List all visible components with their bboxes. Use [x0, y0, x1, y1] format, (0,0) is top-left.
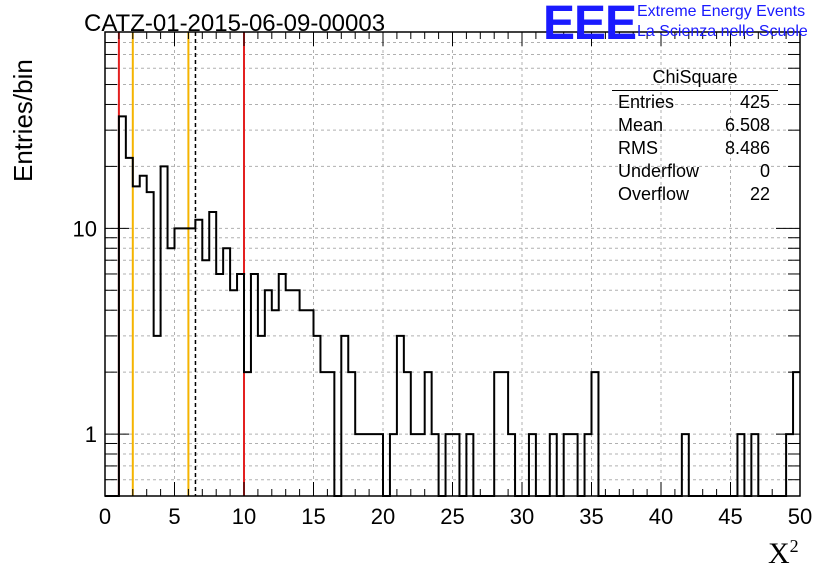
x-tick-label: 10 — [232, 504, 256, 529]
x-tick-label: 40 — [649, 504, 673, 529]
eee-logo-text: Extreme Energy Events La Scienza nelle S… — [637, 2, 808, 42]
y-tick-label: 10 — [73, 216, 97, 241]
x-tick-label: 20 — [371, 504, 395, 529]
histogram-bin — [265, 290, 272, 496]
x-axis-label-sup: 2 — [789, 536, 799, 556]
stats-value: 6.508 — [724, 115, 770, 135]
stats-value: 8.486 — [724, 138, 770, 158]
histogram-bin — [272, 310, 279, 496]
stats-label: RMS — [618, 138, 658, 158]
histogram-bin — [181, 228, 188, 496]
histogram-bin — [307, 310, 314, 496]
stats-row-underflow: Underflow 0 — [612, 160, 778, 183]
histogram-bin — [300, 310, 307, 496]
histogram-bin — [258, 336, 265, 496]
stats-row-entries: Entries 425 — [612, 91, 778, 114]
stats-label: Overflow — [618, 184, 690, 204]
tick-labels: 0 5 10 15 20 25 30 35 40 45 50 1 10 — [73, 216, 813, 529]
histogram-bin — [133, 186, 140, 496]
histogram-bin — [161, 166, 168, 496]
x-tick-label: 25 — [440, 504, 464, 529]
x-tick-label: 5 — [168, 504, 180, 529]
histogram-bin — [209, 212, 216, 496]
histogram-bin — [119, 116, 126, 496]
stats-row-rms: RMS 8.486 — [612, 137, 778, 160]
stats-value: 425 — [739, 92, 770, 112]
stats-label: Underflow — [618, 161, 700, 181]
histogram-bin — [341, 336, 348, 496]
axis-ticks — [104, 31, 801, 497]
x-tick-label: 0 — [99, 504, 111, 529]
x-axis-label: X2 — [768, 536, 799, 571]
y-tick-label: 1 — [85, 422, 97, 447]
chart-title: CATZ-01-2015-06-09-00003 — [84, 10, 386, 37]
histogram-bin — [154, 336, 161, 496]
stats-label: Mean — [618, 115, 664, 135]
histogram-bin — [293, 290, 300, 496]
histogram-bin — [286, 290, 293, 496]
x-axis-label-base: X — [768, 537, 790, 570]
logo-line-2: La Scienza nelle Scuole — [637, 23, 808, 40]
stats-row-mean: Mean 6.508 — [612, 114, 778, 137]
stats-value: 0 — [759, 161, 770, 181]
x-tick-label: 15 — [301, 504, 325, 529]
marker-lines — [117, 32, 245, 496]
histogram-bin — [279, 274, 286, 496]
histogram-bin — [175, 228, 182, 496]
histogram-bin — [195, 220, 202, 496]
stats-row-overflow: Overflow 22 — [612, 183, 778, 206]
x-tick-label: 50 — [788, 504, 812, 529]
histogram-bin — [126, 158, 133, 496]
stats-box: ChiSquare Entries 425 Mean 6.508 RMS 8.486 … — [612, 66, 778, 206]
x-tick-label: 30 — [510, 504, 534, 529]
histogram-bin — [314, 336, 321, 496]
histogram-bin — [188, 228, 195, 496]
y-axis-label: Entries/bin — [8, 59, 38, 182]
histogram-bin — [397, 336, 404, 496]
stats-value: 22 — [749, 184, 770, 204]
logo-line-1: Extreme Energy Events — [637, 3, 806, 20]
histogram-bin — [216, 274, 223, 496]
x-tick-label: 35 — [579, 504, 603, 529]
x-tick-label: 45 — [718, 504, 742, 529]
histogram-bin — [202, 260, 209, 496]
stats-label: Entries — [618, 92, 675, 112]
eee-logo: EEE — [543, 0, 637, 50]
histogram-bin — [237, 274, 244, 496]
histogram-bin — [230, 290, 237, 496]
stats-title: ChiSquare — [612, 66, 778, 91]
histogram-bin — [251, 274, 258, 496]
